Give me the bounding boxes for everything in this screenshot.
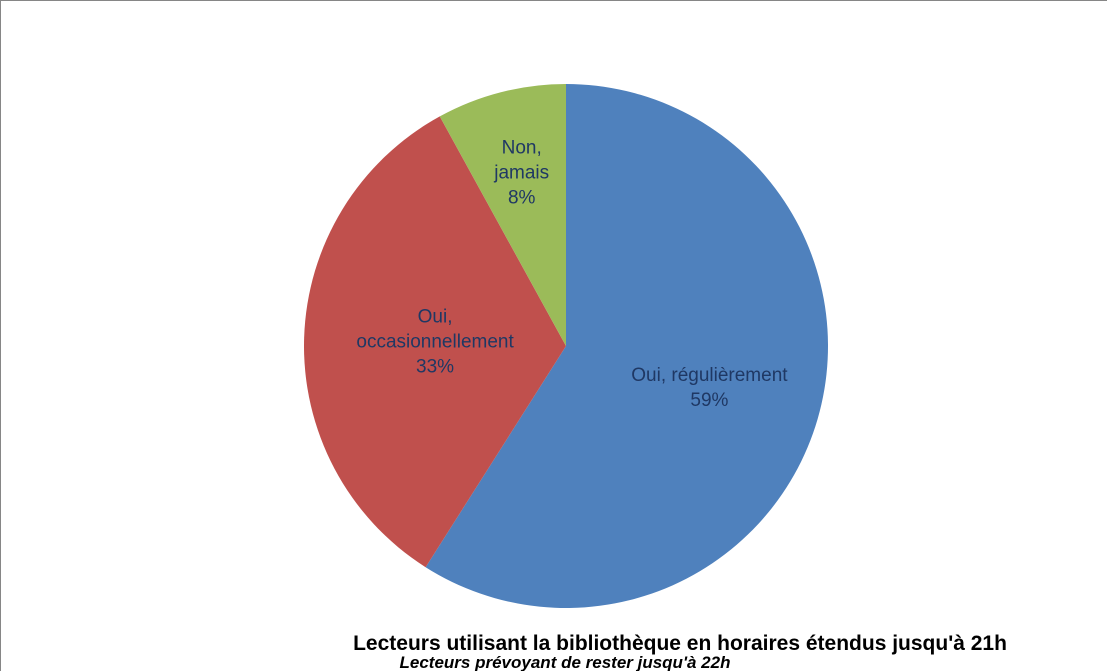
pie-slice: [303, 116, 566, 568]
category-label: Non, jamais: [494, 137, 550, 184]
slice-label: Oui, occasionnellement 33%: [345, 304, 525, 379]
chart-subtitle: Lecteurs prévoyant de rester jusqu'à 22h: [400, 653, 731, 671]
category-label: Oui, occasionnellement: [356, 306, 514, 353]
value-label: 33%: [416, 356, 455, 378]
slice-label: Oui, régulièrement 59%: [594, 363, 824, 413]
pie-slice: [425, 84, 829, 608]
pie-slice: [439, 84, 566, 346]
slice-label: Non, jamais 8%: [482, 136, 562, 211]
value-label: 59%: [690, 389, 729, 411]
value-label: 8%: [507, 187, 536, 209]
category-label: Oui, régulièrement: [631, 364, 788, 386]
chart-title: Lecteurs utilisant la bibliothèque en ho…: [353, 632, 1007, 655]
